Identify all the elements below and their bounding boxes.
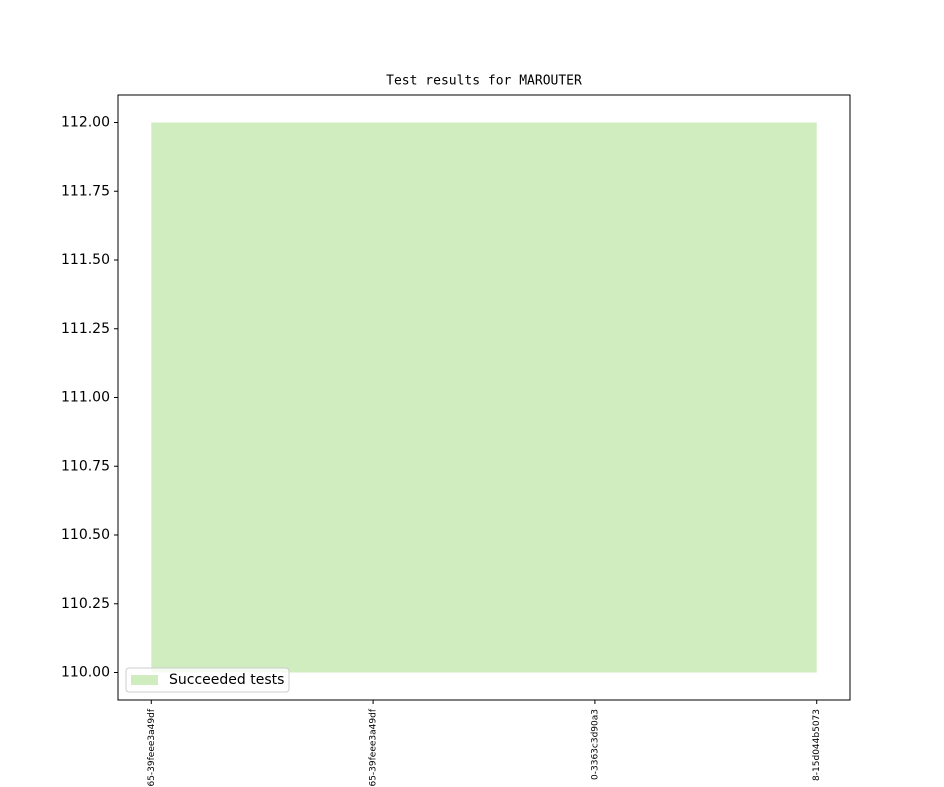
y-tick-label: 110.50 bbox=[61, 527, 110, 543]
y-tick-label: 111.50 bbox=[61, 252, 110, 268]
y-tick-label: 111.25 bbox=[61, 321, 110, 337]
legend-swatch bbox=[131, 675, 158, 685]
legend-box bbox=[125, 667, 290, 693]
y-tick-label: 110.75 bbox=[61, 458, 110, 474]
area bbox=[151, 122, 817, 673]
x-tick-label: 65-39feee3a49df bbox=[369, 708, 379, 786]
y-tick-label: 111.00 bbox=[61, 390, 110, 406]
y-tick-label: 110.00 bbox=[61, 665, 110, 681]
x-tick-label: 65-39feee3a49df bbox=[147, 708, 157, 786]
legend-label: Succeeded tests bbox=[169, 672, 284, 688]
y-tick-label: 111.75 bbox=[61, 183, 110, 199]
x-tick-label: 8-15d044b5073 bbox=[812, 709, 822, 781]
x-tick-label: 0-3363c3d90a3 bbox=[590, 709, 600, 780]
legend: Succeeded tests bbox=[125, 667, 290, 693]
y-tick-label: 112.00 bbox=[61, 115, 110, 131]
y-tick-label: 110.25 bbox=[61, 596, 110, 612]
chart-title: Test results for MAROUTER bbox=[386, 74, 582, 89]
